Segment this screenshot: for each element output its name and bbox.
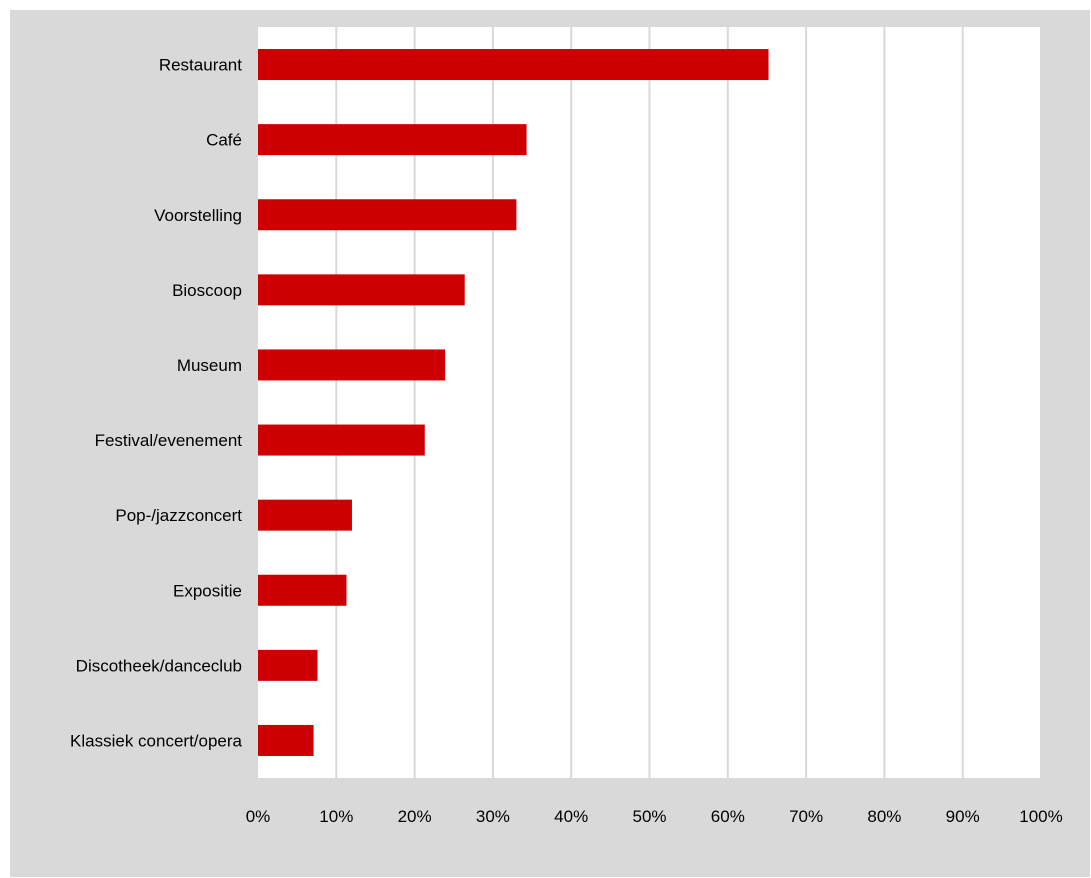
bar — [258, 724, 314, 756]
x-tick-label: 100% — [1019, 807, 1062, 826]
bar — [258, 574, 347, 606]
bar — [258, 199, 517, 231]
category-label: Bioscoop — [172, 281, 242, 300]
bar — [258, 424, 425, 456]
category-label: Pop-/jazzconcert — [115, 506, 242, 525]
x-tick-label: 60% — [711, 807, 745, 826]
bar — [258, 124, 527, 156]
x-tick-label: 90% — [946, 807, 980, 826]
category-labels: Restaurant Café Voorstelling Bioscoop Museum… — [70, 56, 243, 751]
bars — [258, 49, 769, 756]
x-tick-label: 10% — [319, 807, 353, 826]
category-label: Café — [206, 131, 242, 150]
x-tick-label: 20% — [398, 807, 432, 826]
bar — [258, 499, 352, 531]
chart-frame: Restaurant Café Voorstelling Bioscoop Museum… — [10, 10, 1090, 877]
category-label: Museum — [177, 356, 242, 375]
category-label: Voorstelling — [154, 206, 242, 225]
bar — [258, 49, 769, 81]
x-tick-label: 70% — [789, 807, 823, 826]
bar — [258, 649, 318, 681]
bar — [258, 349, 446, 381]
category-label: Festival/evenement — [95, 431, 243, 450]
category-label: Klassiek concert/opera — [70, 731, 243, 750]
x-tick-label: 80% — [867, 807, 901, 826]
category-label: Restaurant — [159, 56, 242, 75]
category-label: Expositie — [173, 581, 242, 600]
bar-chart: Restaurant Café Voorstelling Bioscoop Museum… — [70, 27, 1063, 826]
x-tick-label: 40% — [554, 807, 588, 826]
bar — [258, 274, 465, 306]
x-tick-label: 50% — [632, 807, 666, 826]
x-tick-label: 0% — [246, 807, 271, 826]
x-tick-label: 30% — [476, 807, 510, 826]
category-label: Discotheek/danceclub — [76, 656, 242, 675]
x-tick-labels: 0% 10% 20% 30% 40% 50% 60% 70% 80% 90% 100% — [246, 807, 1063, 826]
